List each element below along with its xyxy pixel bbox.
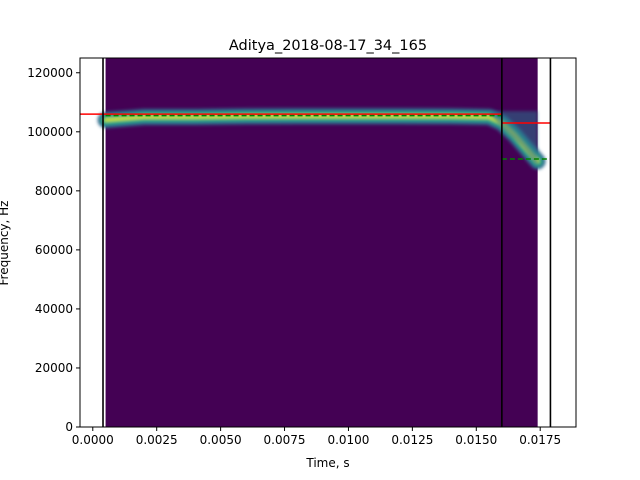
x-tick-label-5: 0.0125 bbox=[391, 433, 433, 447]
y-tick-label-1: 20000 bbox=[35, 361, 73, 375]
x-tick-label-7: 0.0175 bbox=[519, 433, 561, 447]
y-axis-title: Frequency, Hz bbox=[0, 201, 11, 286]
y-tick-label-2: 40000 bbox=[35, 302, 73, 316]
x-axis: 0.0000 0.0025 0.0050 0.0075 0.0100 0.0125 0.01… bbox=[72, 427, 561, 447]
y-tick-label-6: 120000 bbox=[27, 66, 73, 80]
x-tick-label-1: 0.0025 bbox=[136, 433, 178, 447]
y-tick-label-4: 80000 bbox=[35, 184, 73, 198]
y-axis: 0 20000 40000 60000 80000 100000 120000 bbox=[27, 66, 80, 434]
plot-area bbox=[79, 57, 577, 428]
chart-title: Aditya_2018-08-17_34_165 bbox=[229, 38, 427, 54]
x-tick-label-3: 0.0075 bbox=[264, 433, 306, 447]
y-tick-label-3: 60000 bbox=[35, 243, 73, 257]
x-axis-title: Time, s bbox=[305, 456, 349, 470]
plot-clip-group bbox=[80, 58, 552, 427]
y-tick-label-5: 100000 bbox=[27, 125, 73, 139]
y-tick-label-0: 0 bbox=[65, 420, 73, 434]
x-tick-label-6: 0.0150 bbox=[455, 433, 497, 447]
x-tick-label-2: 0.0050 bbox=[200, 433, 242, 447]
plot-frame bbox=[79, 57, 577, 428]
x-tick-label-0: 0.0000 bbox=[72, 433, 114, 447]
x-tick-label-4: 0.0100 bbox=[327, 433, 369, 447]
